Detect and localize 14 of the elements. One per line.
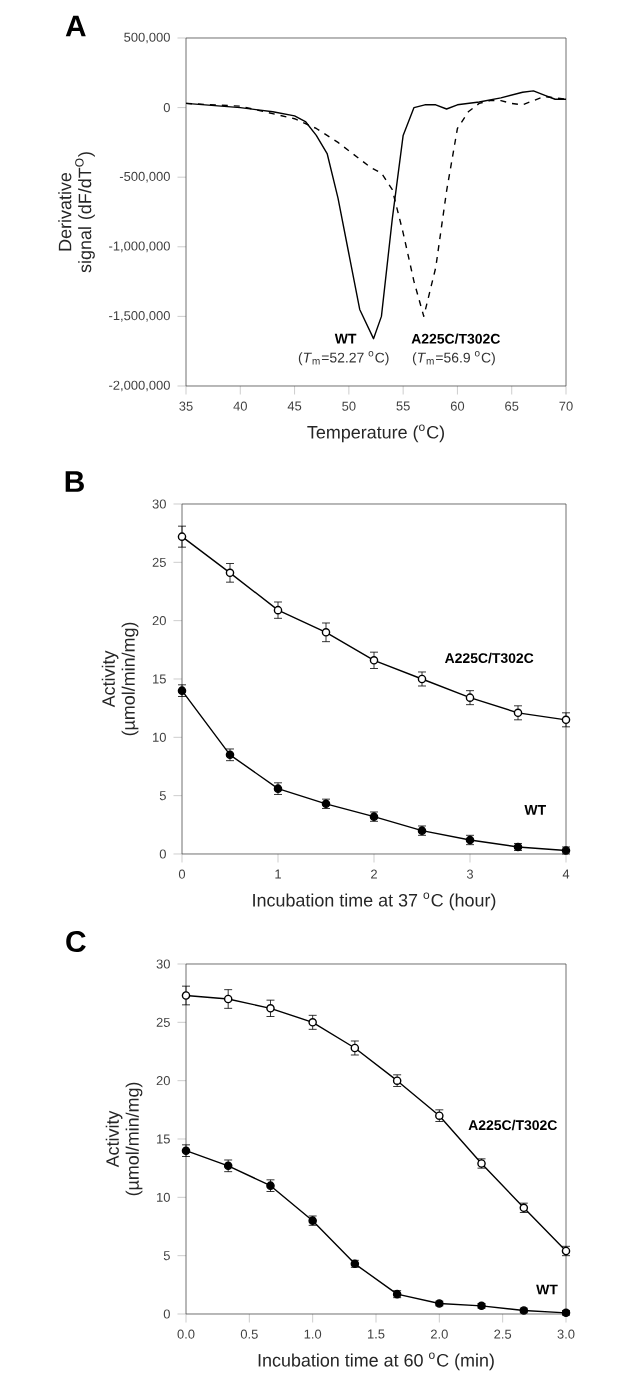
point — [177, 532, 187, 541]
x-axis-title: Incubation time at 37 $^{o}$C (hour) — [253, 892, 496, 911]
point — [223, 994, 233, 1004]
chart-title: C — [66, 930, 86, 953]
x-axis-title: Temperature ($^{o}$C) — [307, 424, 444, 443]
point — [321, 628, 331, 637]
y-axis-title: Activity (µmol/min/mg) — [105, 1082, 143, 1196]
y-axis-title: Activity (µmol/min/mg) — [101, 622, 139, 736]
chart-title: B — [65, 471, 84, 492]
x-axis-title: Incubation time at 60 $^{o}$C (min) — [258, 1352, 494, 1371]
chart-title: A — [65, 15, 86, 37]
y-axis-title: Derivative signal (dF/dT$^{O}$) — [58, 152, 95, 273]
point — [181, 991, 191, 1000]
point — [225, 568, 235, 578]
